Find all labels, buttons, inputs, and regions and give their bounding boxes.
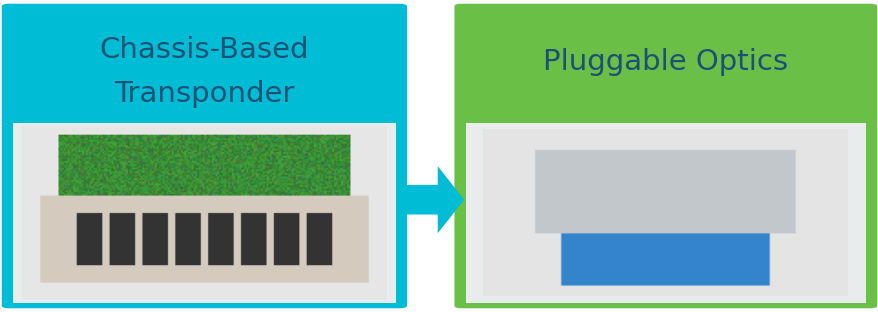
FancyBboxPatch shape [465,123,865,303]
FancyBboxPatch shape [454,4,876,308]
FancyBboxPatch shape [13,123,395,303]
Text: Pluggable Optics: Pluggable Optics [543,48,787,76]
FancyBboxPatch shape [2,4,407,308]
Text: Transponder: Transponder [113,80,294,108]
Polygon shape [402,166,464,233]
Text: Chassis-Based: Chassis-Based [99,36,308,64]
